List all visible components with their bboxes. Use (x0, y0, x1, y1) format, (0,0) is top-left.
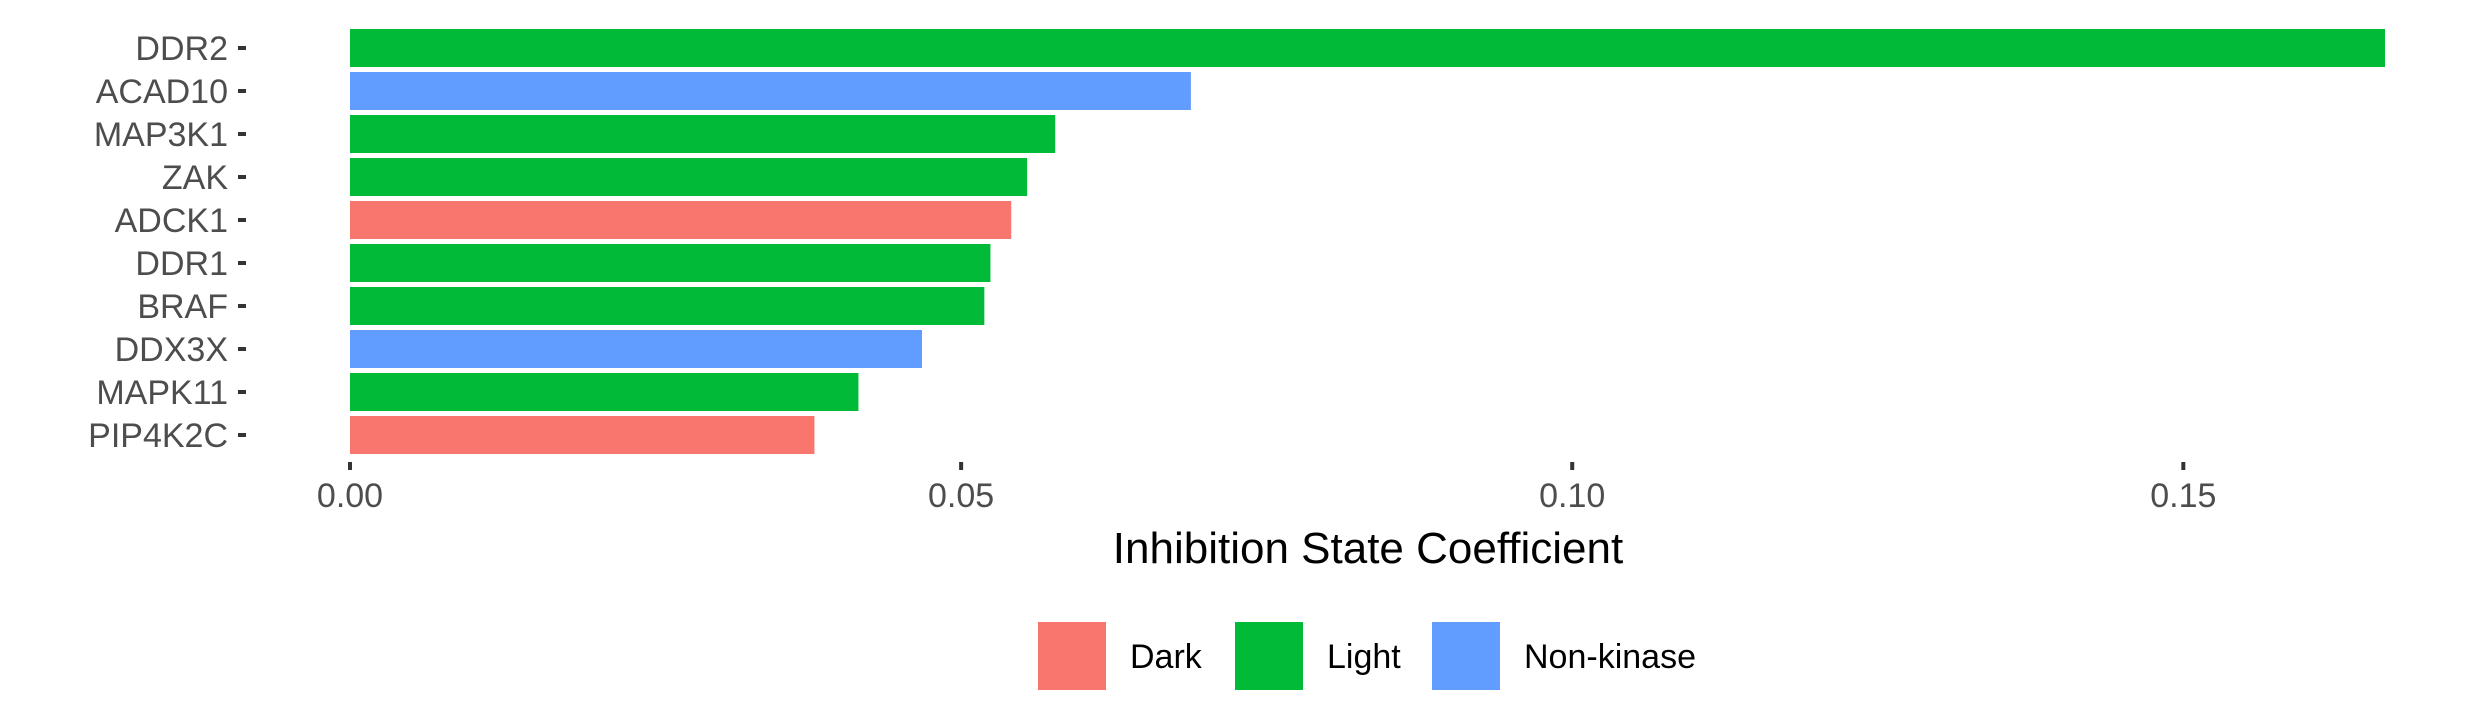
y-tick-label: MAPK11 (96, 374, 228, 412)
bar-ddx3x (350, 330, 922, 368)
x-tick-label: 0.05 (928, 477, 994, 515)
bar-ddr1 (350, 244, 991, 282)
bar-zak (350, 158, 1028, 196)
legend-label-light: Light (1327, 638, 1401, 676)
x-tick-label: 0.10 (1539, 477, 1605, 515)
bars (350, 29, 2385, 454)
y-axis: DDR2 ACAD10 MAP3K1 ZAK ADCK1 DDR1 BRAF DDX3X MAP… (88, 30, 246, 455)
legend-swatch-dark (1038, 622, 1106, 690)
legend-label-dark: Dark (1130, 638, 1203, 676)
y-tick-label: DDR1 (135, 245, 228, 283)
bar-adck1 (350, 201, 1012, 239)
x-axis-title: Inhibition State Coefficient (1113, 524, 1623, 573)
bar-pip4k2c (350, 416, 815, 454)
x-tick-label: 0.15 (2150, 477, 2216, 515)
x-tick-label: 0.00 (317, 477, 383, 515)
bar-map3k1 (350, 115, 1056, 153)
legend-swatch-non-kinase (1432, 622, 1500, 690)
bar-acad10 (350, 72, 1191, 110)
bar-braf (350, 287, 985, 325)
y-tick-label: ZAK (162, 159, 228, 197)
x-axis: 0.00 0.05 0.10 0.15 (317, 462, 2216, 515)
bar-ddr2 (350, 29, 2385, 67)
legend: Dark Light Non-kinase (1038, 622, 1696, 690)
legend-label-non-kinase: Non-kinase (1524, 638, 1696, 676)
y-tick-label: ACAD10 (96, 73, 228, 111)
y-tick-label: ADCK1 (115, 202, 228, 240)
y-tick-label: DDX3X (115, 331, 228, 369)
y-tick-label: PIP4K2C (88, 417, 228, 455)
legend-swatch-light (1235, 622, 1303, 690)
y-tick-label: BRAF (137, 288, 228, 326)
y-tick-label: DDR2 (135, 30, 228, 68)
bar-mapk11 (350, 373, 859, 411)
y-tick-label: MAP3K1 (94, 116, 228, 154)
